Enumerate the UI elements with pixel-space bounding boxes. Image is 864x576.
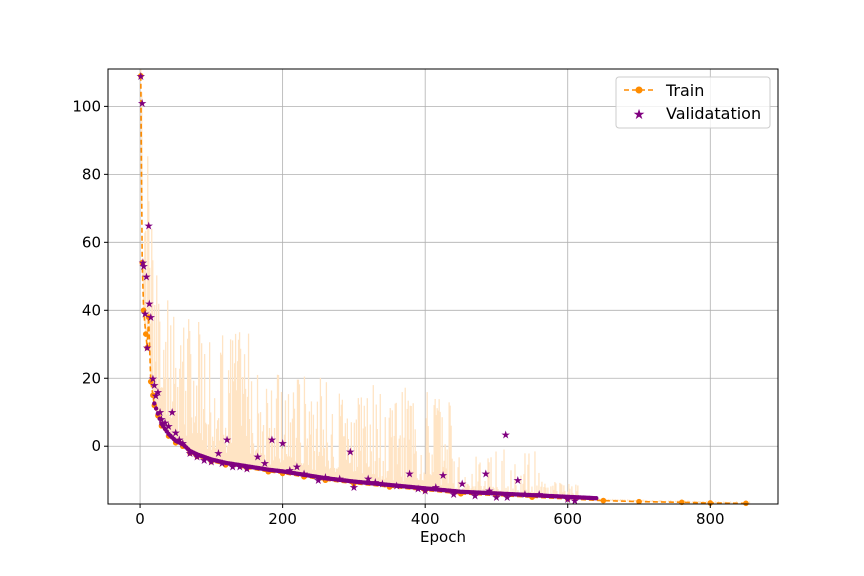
x-axis-label: Epoch xyxy=(420,528,466,546)
validation-point: ★ xyxy=(146,311,156,324)
y-tick-label: 40 xyxy=(82,301,101,319)
validation-point: ★ xyxy=(185,447,195,460)
y-tick-label: 80 xyxy=(82,165,101,183)
validation-point: ★ xyxy=(206,456,216,469)
x-tick-label: 200 xyxy=(268,510,297,528)
validation-point: ★ xyxy=(151,389,161,402)
validation-dense-point xyxy=(153,406,159,411)
validation-point: ★ xyxy=(313,474,323,487)
x-tick-label: 800 xyxy=(696,510,725,528)
validation-point: ★ xyxy=(242,462,252,475)
validation-point: ★ xyxy=(484,484,494,497)
validation-point: ★ xyxy=(345,445,355,458)
y-tick-label: 0 xyxy=(91,437,101,455)
train-point xyxy=(147,378,154,385)
validation-point: ★ xyxy=(449,488,459,501)
validation-point: ★ xyxy=(139,260,149,273)
validation-point: ★ xyxy=(155,406,165,419)
validation-point: ★ xyxy=(140,308,150,321)
train-point xyxy=(743,500,749,507)
validation-point: ★ xyxy=(457,478,467,491)
validation-point: ★ xyxy=(563,493,573,506)
y-tick-label: 60 xyxy=(82,233,101,251)
validation-point: ★ xyxy=(164,420,174,433)
validation-point: ★ xyxy=(405,467,415,480)
validation-point: ★ xyxy=(420,484,430,497)
train-point xyxy=(142,331,149,337)
validation-point: ★ xyxy=(570,495,580,508)
validation-point: ★ xyxy=(142,270,152,283)
legend: Train ★ Validatation xyxy=(615,76,771,129)
validation-point: ★ xyxy=(278,437,288,450)
validation-point: ★ xyxy=(144,297,154,310)
train-point xyxy=(145,314,152,320)
train-point xyxy=(600,497,607,504)
validation-point: ★ xyxy=(138,257,148,270)
y-tick-label: 100 xyxy=(72,97,101,115)
validation-point: ★ xyxy=(438,469,448,482)
validation-point: ★ xyxy=(267,433,277,446)
train-point xyxy=(636,498,642,505)
validation-point: ★ xyxy=(199,454,209,467)
legend-train-label: Train xyxy=(665,81,704,100)
validation-point: ★ xyxy=(160,416,170,429)
y-axis: 0 20 40 60 80 100 xyxy=(72,97,108,455)
validation-dense-point xyxy=(157,416,162,421)
validation-point: ★ xyxy=(167,406,177,419)
validation-point: ★ xyxy=(171,427,181,440)
train-point xyxy=(150,392,156,399)
validation-point: ★ xyxy=(513,474,523,487)
validation-point: ★ xyxy=(492,491,502,504)
validation-point: ★ xyxy=(501,428,511,441)
train-point xyxy=(140,307,147,314)
validation-point: ★ xyxy=(137,97,147,110)
validation-point: ★ xyxy=(149,379,159,392)
validation-point: ★ xyxy=(292,461,302,474)
validation-point: ★ xyxy=(470,490,480,503)
plot-frame xyxy=(107,68,779,505)
validation-point: ★ xyxy=(148,372,158,385)
validation-point: ★ xyxy=(502,491,512,504)
validation-point: ★ xyxy=(363,473,373,486)
validation-point: ★ xyxy=(253,450,263,463)
legend-train-marker xyxy=(635,86,643,94)
validation-point: ★ xyxy=(142,342,152,355)
validation-point: ★ xyxy=(228,461,238,474)
series-layer: ★★★★★★★★★★★★★★★★★★★★★★★★★★★ ★★★★ ★★★★★★ ★★★… xyxy=(136,70,749,508)
validation-point: ★ xyxy=(192,450,202,463)
validation-point: ★ xyxy=(349,481,359,494)
validation-dense-point xyxy=(155,411,161,416)
validation-dense-point xyxy=(152,401,157,406)
validation-dense-point xyxy=(594,496,599,501)
x-tick-label: 0 xyxy=(135,510,145,528)
train-variance-band xyxy=(140,69,751,504)
validation-point: ★ xyxy=(144,219,154,232)
validation-point: ★ xyxy=(222,433,232,446)
validation-point: ★ xyxy=(214,447,224,460)
y-tick-label: 20 xyxy=(82,369,101,387)
train-point xyxy=(144,344,151,351)
train-point xyxy=(139,259,146,266)
legend-validation-label: Validatation xyxy=(666,104,761,123)
x-tick-label: 400 xyxy=(411,510,440,528)
validation-point: ★ xyxy=(136,70,146,83)
legend-box xyxy=(615,76,771,129)
x-axis: 0 200 400 600 800 xyxy=(135,504,725,528)
validation-point: ★ xyxy=(260,457,270,470)
validation-point: ★ xyxy=(153,386,163,399)
validation-point: ★ xyxy=(481,467,491,480)
train-point xyxy=(137,72,144,79)
validation-point: ★ xyxy=(174,433,184,446)
legend-validation-marker: ★ xyxy=(633,107,646,123)
x-tick-label: 600 xyxy=(553,510,582,528)
